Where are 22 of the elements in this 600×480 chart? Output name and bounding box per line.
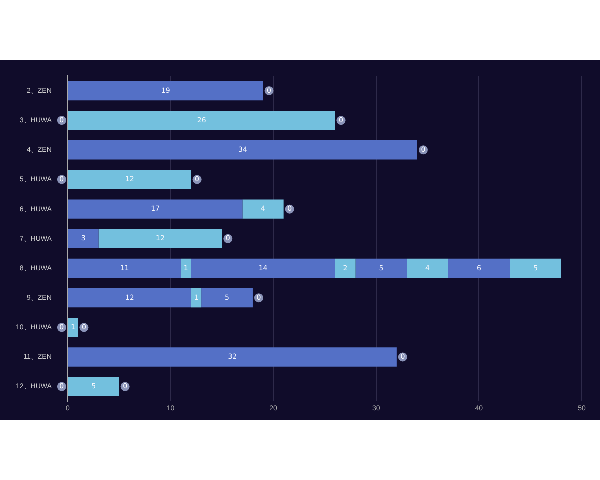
bar [191,258,336,278]
bar [68,140,418,160]
bar [356,258,408,278]
bar [202,288,253,308]
bar [68,110,336,130]
bar [68,81,264,101]
bar [68,348,397,367]
bar [98,229,222,249]
bar [448,258,510,278]
bar [191,288,202,308]
bar [68,170,192,190]
bar [68,200,243,219]
bar [68,318,78,338]
bar [181,258,192,278]
bar [68,288,192,308]
bar [68,258,182,278]
bar [68,229,99,249]
bar [68,377,120,396]
bar [335,258,356,278]
bar [242,200,284,219]
bar [510,258,562,278]
bar [407,258,448,278]
